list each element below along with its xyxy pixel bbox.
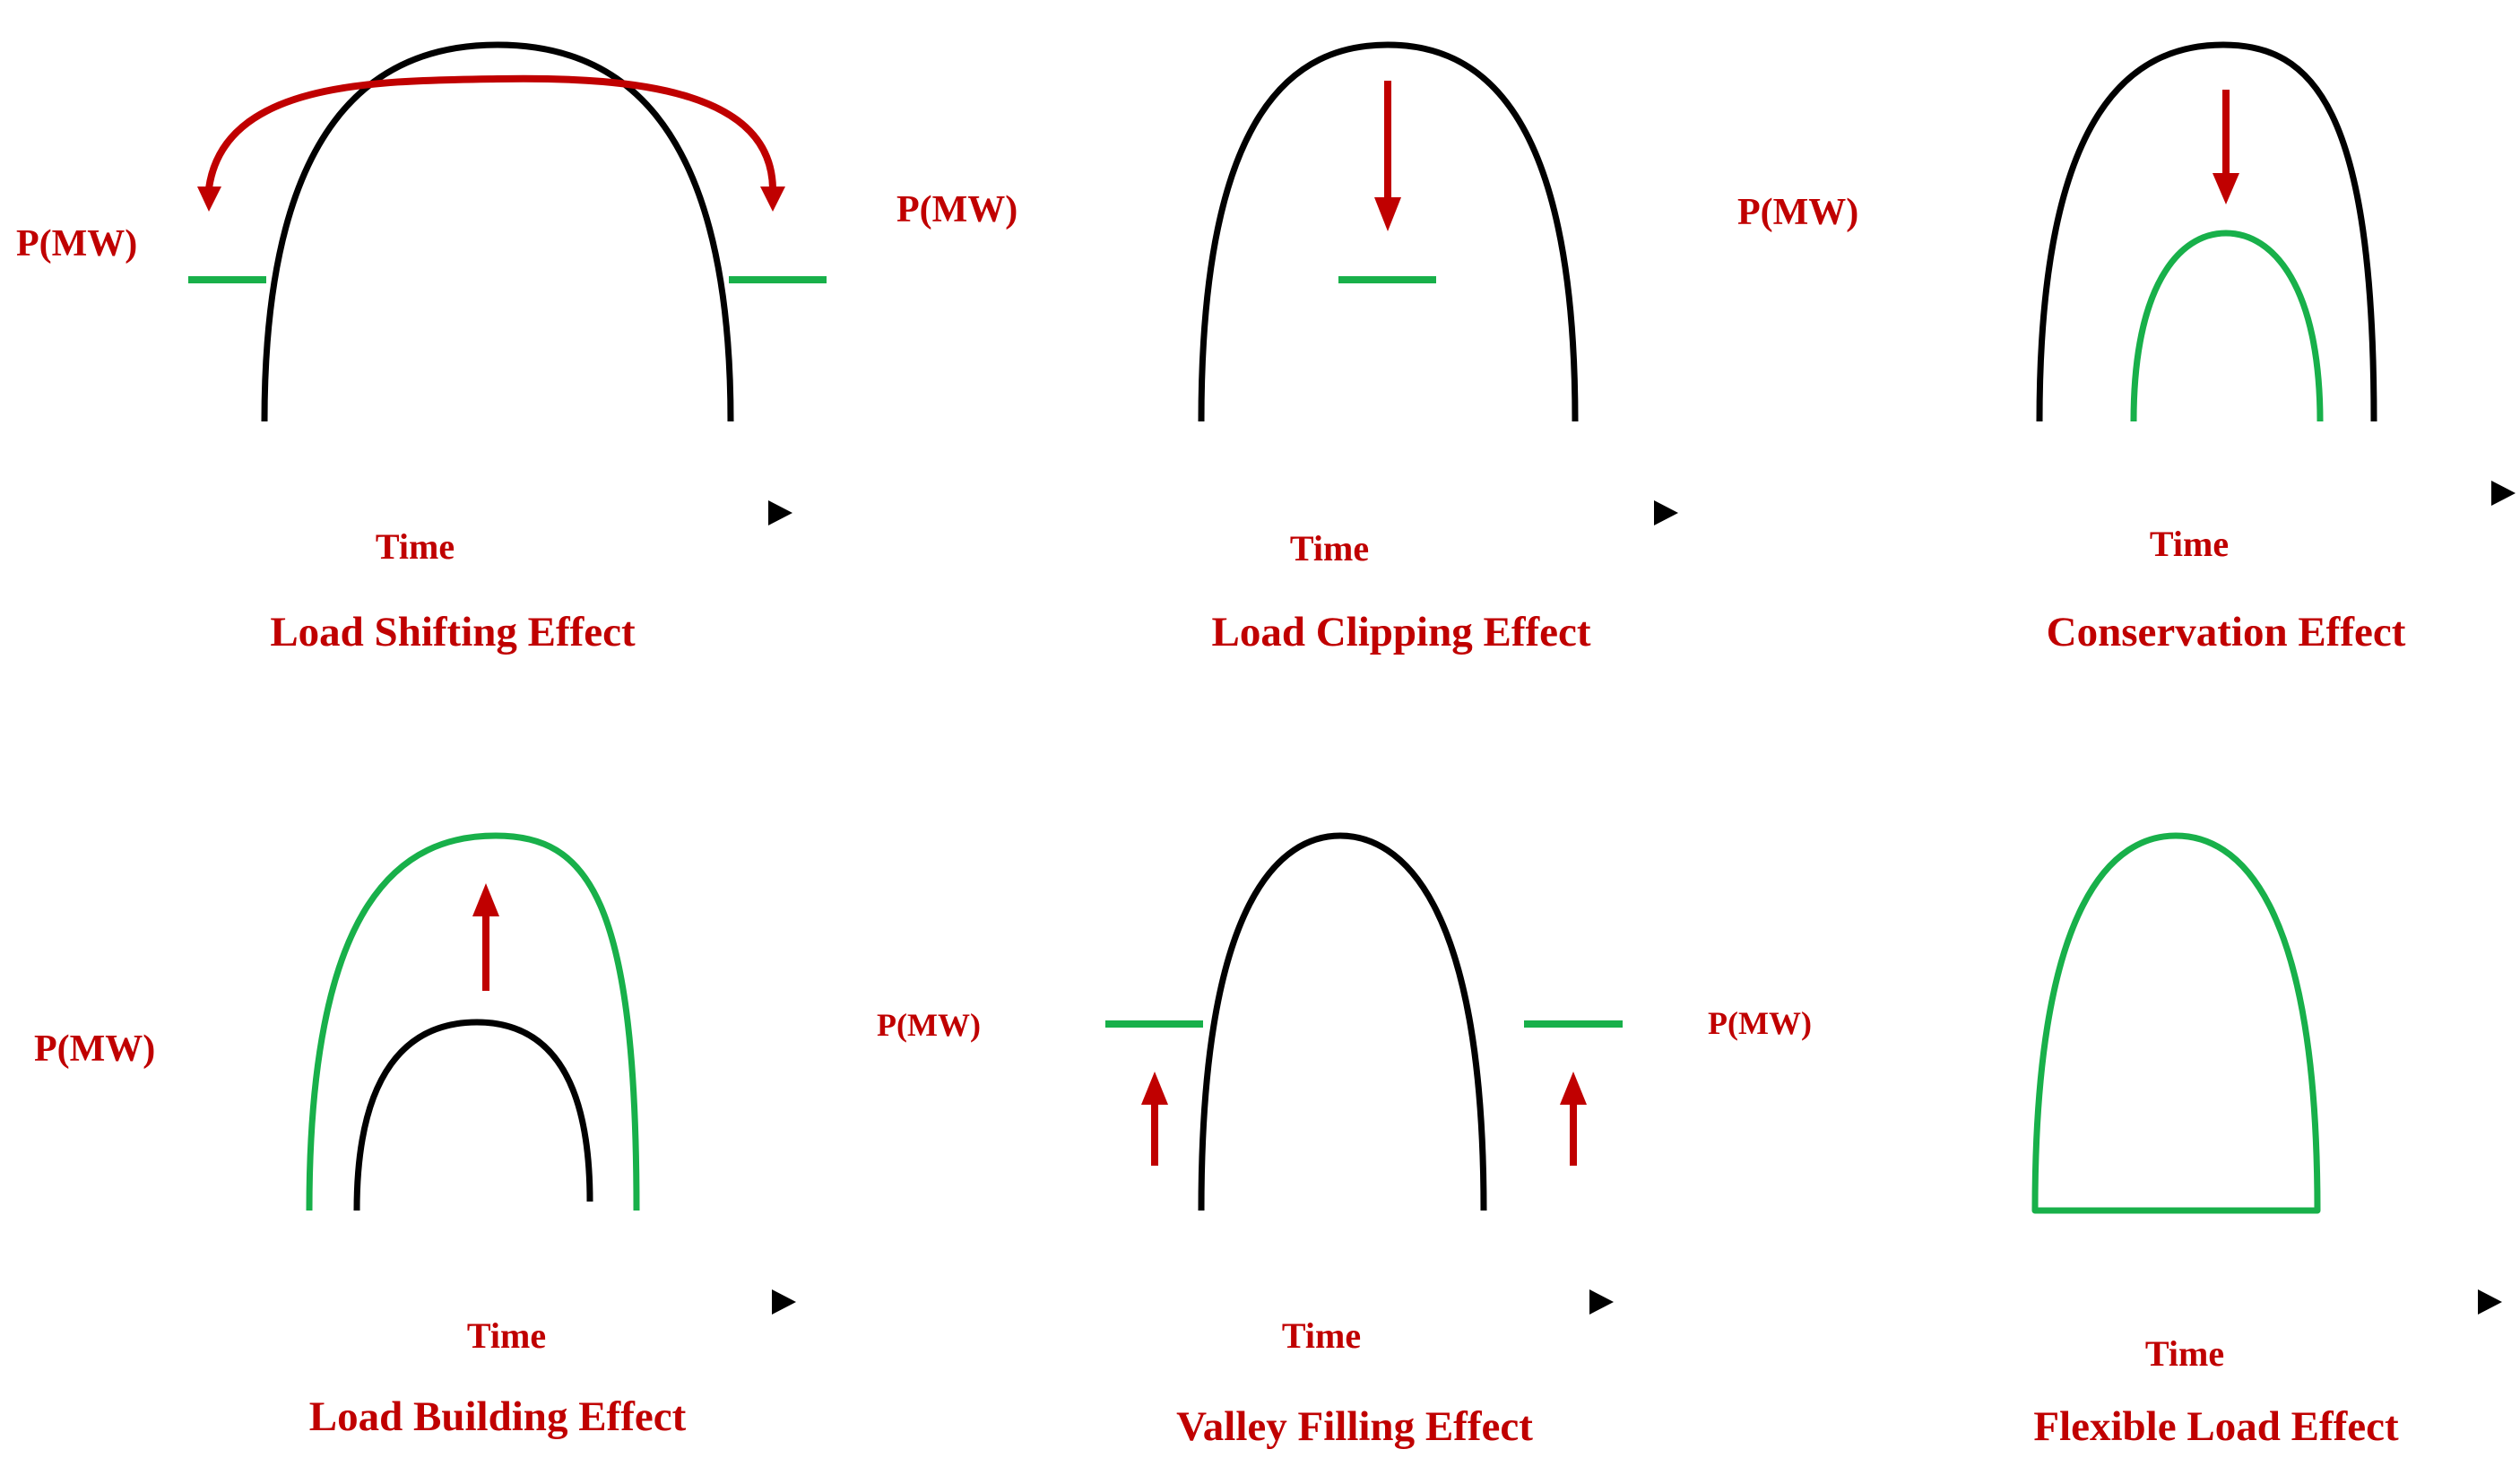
y-axis-label: P(MW) — [34, 1028, 155, 1070]
panel-load-clipping: P(MW) Time Load Clipping Effect — [896, 41, 1678, 655]
built-load-curve — [306, 832, 640, 1211]
y-axis-label: P(MW) — [877, 1007, 981, 1043]
original-load-curve — [261, 41, 734, 422]
conserved-load-curve — [2130, 230, 2324, 422]
panel-flexible-load: P(MW) Time Flexible Load Effect — [1708, 832, 2502, 1450]
original-load-curve — [1198, 41, 1579, 422]
panel-load-building: P(MW) Time Load Building Effect — [34, 832, 796, 1440]
axes — [772, 1289, 796, 1315]
x-axis-label: Time — [1290, 528, 1369, 568]
x-axis-arrowhead — [772, 1289, 796, 1315]
y-axis-label: P(MW) — [1737, 192, 1858, 233]
axes — [1654, 500, 1678, 525]
original-load-curve — [2036, 41, 2377, 422]
x-axis-arrowhead — [2478, 1289, 2502, 1315]
shift-arrow-left-head — [197, 187, 221, 212]
flexible-load-shape — [2031, 832, 2321, 1214]
x-axis-label: Time — [376, 526, 455, 567]
x-axis-arrowhead — [2491, 481, 2516, 506]
y-axis-label: P(MW) — [16, 223, 137, 265]
y-axis-label: P(MW) — [1708, 1005, 1812, 1041]
shift-arrow-right-head — [760, 187, 785, 212]
x-axis-label: Time — [2150, 524, 2229, 564]
y-axis-label: P(MW) — [896, 189, 1018, 230]
panel-title: Load Shifting Effect — [270, 609, 636, 655]
panel-conservation: P(MW) Time Conservation Effect — [1737, 41, 2516, 655]
panel-title: Load Building Effect — [309, 1393, 687, 1440]
axes — [1589, 1289, 1614, 1315]
axes — [2478, 1289, 2502, 1315]
x-axis-label: Time — [467, 1315, 546, 1356]
conservation-arrow-head — [2213, 173, 2239, 204]
panel-title: Conservation Effect — [2047, 609, 2406, 655]
x-axis-label: Time — [1282, 1315, 1361, 1356]
panel-title: Flexible Load Effect — [2033, 1403, 2399, 1450]
x-axis-arrowhead — [1589, 1289, 1614, 1315]
panel-valley-filling: P(MW) Time Valley Filling Effect — [877, 832, 1623, 1450]
panel-title: Valley Filling Effect — [1176, 1403, 1533, 1450]
x-axis-arrowhead — [768, 500, 792, 525]
x-axis-label: Time — [2145, 1333, 2224, 1374]
axes — [2491, 481, 2516, 506]
original-load-curve — [1198, 832, 1487, 1211]
original-load-curve — [353, 1019, 593, 1211]
building-arrow-head — [472, 883, 499, 916]
fill-arrow-left-head — [1141, 1072, 1168, 1105]
panel-load-shifting: P(MW) Time Load Shifting Effect — [16, 41, 827, 655]
axes — [768, 500, 792, 525]
shift-arrow-curve — [205, 74, 776, 189]
fill-arrow-right-head — [1560, 1072, 1587, 1105]
x-axis-arrowhead — [1654, 500, 1678, 525]
panel-title: Load Clipping Effect — [1211, 609, 1590, 655]
clip-arrow-head — [1374, 197, 1401, 231]
